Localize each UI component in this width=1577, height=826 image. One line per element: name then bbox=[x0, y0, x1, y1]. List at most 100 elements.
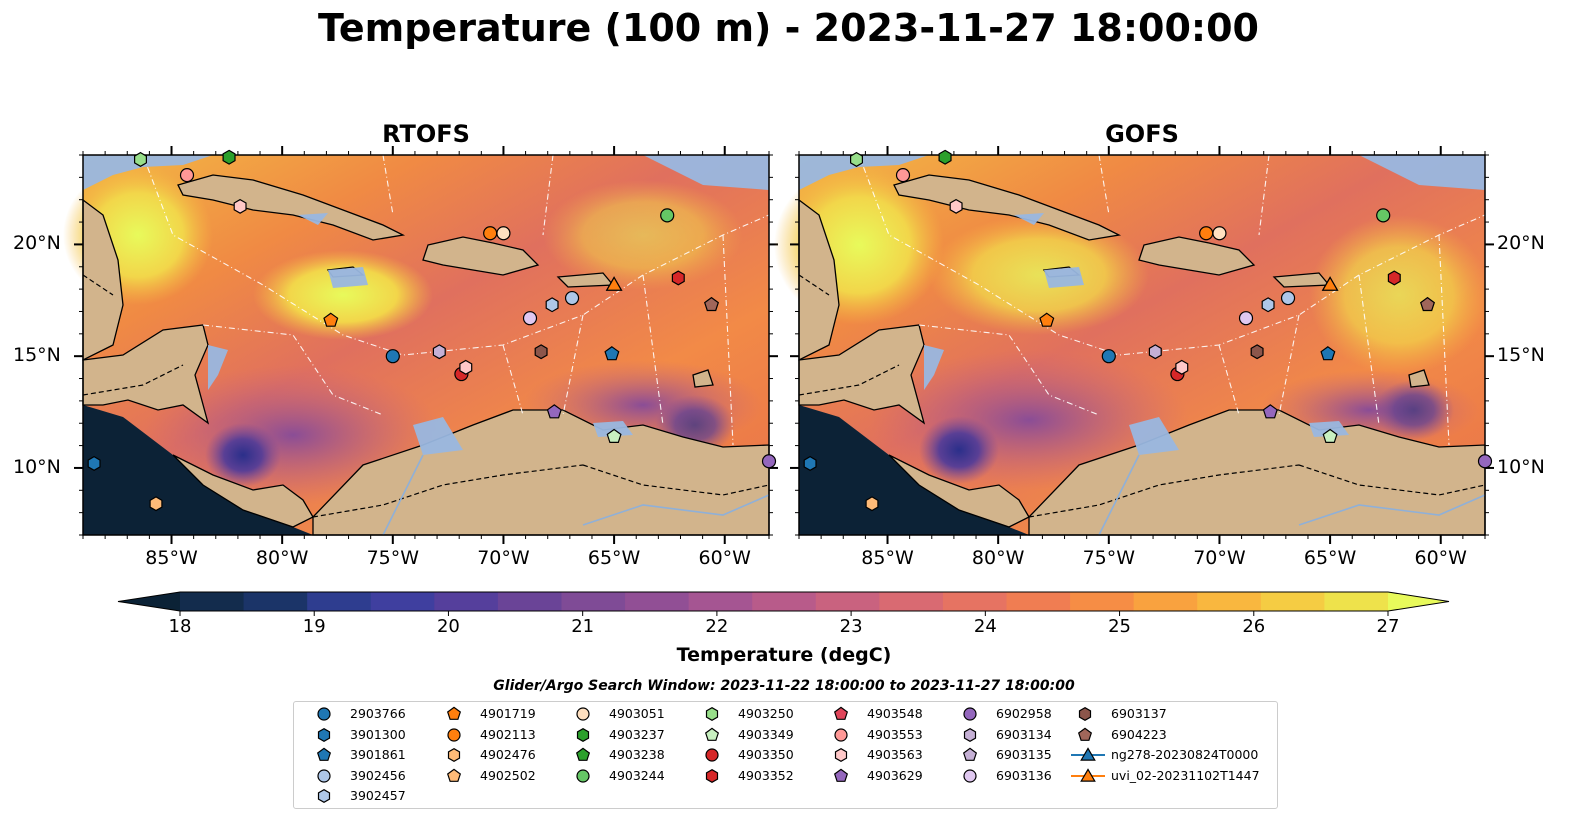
frame-ticks bbox=[790, 146, 1494, 544]
legend-symbol bbox=[317, 727, 331, 742]
legend-label: 6903137 bbox=[1111, 706, 1167, 721]
float-marker bbox=[606, 428, 622, 443]
float-marker bbox=[179, 168, 195, 183]
legend-item: 6903136 bbox=[952, 767, 1152, 785]
legend-marker bbox=[576, 768, 590, 783]
colorbar-extend-low bbox=[118, 592, 180, 611]
lat-tick-label: 10°N bbox=[13, 455, 61, 478]
legend-marker bbox=[576, 707, 590, 721]
colorbar-segment bbox=[752, 592, 817, 611]
legend-symbol bbox=[317, 707, 331, 721]
legend-label: ng278-20230824T0000 bbox=[1111, 747, 1259, 762]
legend-item: 4902502 bbox=[436, 767, 636, 785]
colorbar-extend-high bbox=[1388, 592, 1449, 611]
float-marker bbox=[534, 344, 548, 360]
legend-item: uvi_02-20231102T1447 bbox=[1067, 767, 1267, 785]
legend-symbol bbox=[446, 768, 462, 782]
legend-label: 4903244 bbox=[609, 767, 665, 783]
float-marker bbox=[323, 312, 339, 327]
colorbar-tick-label: 26 bbox=[1242, 616, 1266, 637]
map-frame bbox=[82, 154, 770, 536]
legend-symbol bbox=[1078, 707, 1092, 721]
pacific-ocean bbox=[799, 405, 1029, 535]
legend-symbol bbox=[962, 747, 978, 761]
float-marker bbox=[671, 270, 685, 286]
colorbar-segment bbox=[942, 592, 1008, 611]
legend-symbol bbox=[576, 727, 590, 742]
legend-symbol bbox=[576, 707, 590, 721]
colorbar-segment bbox=[180, 592, 245, 611]
legend-label: 4903629 bbox=[867, 767, 923, 783]
float-marker bbox=[1322, 428, 1338, 443]
legend-marker bbox=[705, 768, 719, 783]
legend-marker bbox=[1078, 707, 1092, 721]
colorbar-segment bbox=[1133, 592, 1198, 611]
colorbar-tick-label: 19 bbox=[302, 616, 326, 637]
legend-item: 6902958 bbox=[952, 705, 1152, 723]
legend-item: 3901861 bbox=[306, 746, 506, 764]
float-marker bbox=[1175, 359, 1189, 375]
legend-marker bbox=[317, 768, 331, 783]
legend-label: 4903237 bbox=[609, 726, 665, 742]
legend-label: 6902958 bbox=[996, 706, 1052, 721]
legend-item: 4903548 bbox=[823, 705, 1023, 723]
lat-tick-label: 10°N bbox=[1497, 455, 1545, 478]
continental-shelf bbox=[83, 155, 769, 455]
lon-tick-label: 80°W bbox=[971, 547, 1025, 569]
float-marker bbox=[1387, 270, 1401, 286]
float-marker bbox=[1199, 226, 1214, 241]
colorbar-segment bbox=[1324, 592, 1389, 611]
float-marker bbox=[385, 349, 400, 364]
float-marker bbox=[1250, 344, 1264, 360]
map-frame bbox=[798, 154, 1486, 536]
colorbar bbox=[117, 591, 1450, 616]
continental-shelf bbox=[799, 155, 1485, 455]
colorbar-segment bbox=[879, 592, 944, 611]
legend-label: 4903250 bbox=[738, 706, 794, 721]
float-marker bbox=[222, 149, 236, 165]
figure-title: Temperature (100 m) - 2023-11-27 18:00:0… bbox=[317, 6, 1259, 50]
legend-symbol bbox=[1080, 747, 1096, 761]
float-marker bbox=[546, 404, 562, 419]
colorbar-segment bbox=[370, 592, 435, 611]
float-marker bbox=[1477, 454, 1493, 469]
legend-symbol bbox=[447, 748, 461, 762]
legend-symbol bbox=[1077, 727, 1093, 741]
legend-item: ng278-20230824T0000 bbox=[1067, 746, 1267, 764]
legend-symbol bbox=[963, 727, 977, 742]
legend-symbol bbox=[317, 768, 331, 783]
colorbar-segment bbox=[434, 592, 499, 611]
float-marker bbox=[483, 226, 498, 241]
legend-item: 4903237 bbox=[565, 726, 765, 744]
legend-marker bbox=[833, 706, 849, 720]
colorbar-segment bbox=[1260, 592, 1326, 611]
legend-symbol bbox=[704, 727, 720, 741]
legend-label: 3901300 bbox=[350, 726, 406, 742]
float-marker bbox=[604, 346, 620, 361]
legend-marker bbox=[317, 727, 331, 742]
legend-label: 4903349 bbox=[738, 726, 794, 742]
legend-label: 6903136 bbox=[996, 767, 1052, 783]
colorbar-segment bbox=[561, 592, 626, 611]
legend-symbol bbox=[963, 768, 977, 783]
legend-label: 6903134 bbox=[996, 726, 1052, 742]
lat-tick-label: 20°N bbox=[1497, 232, 1545, 255]
legend-item: 4902113 bbox=[436, 726, 636, 744]
legend-symbol bbox=[316, 747, 332, 761]
colorbar-tick-label: 21 bbox=[571, 616, 595, 637]
legend-symbol bbox=[705, 768, 719, 783]
float-marker bbox=[1238, 311, 1254, 326]
colorbar-segment bbox=[307, 592, 372, 611]
lon-tick-label: 60°W bbox=[698, 547, 751, 569]
float-markers bbox=[803, 149, 1493, 512]
panel-title-gofs: GOFS bbox=[1105, 120, 1179, 148]
legend-item: 4903051 bbox=[565, 705, 765, 723]
legend-marker bbox=[1077, 727, 1093, 741]
float-marker bbox=[949, 198, 963, 214]
eez-boundaries bbox=[142, 154, 770, 446]
panel-title-rtofs: RTOFS bbox=[382, 120, 470, 148]
legend-marker bbox=[446, 768, 462, 782]
legend-item: 4903238 bbox=[565, 746, 765, 764]
pacific-ocean bbox=[83, 405, 313, 535]
legend-marker bbox=[317, 707, 331, 721]
